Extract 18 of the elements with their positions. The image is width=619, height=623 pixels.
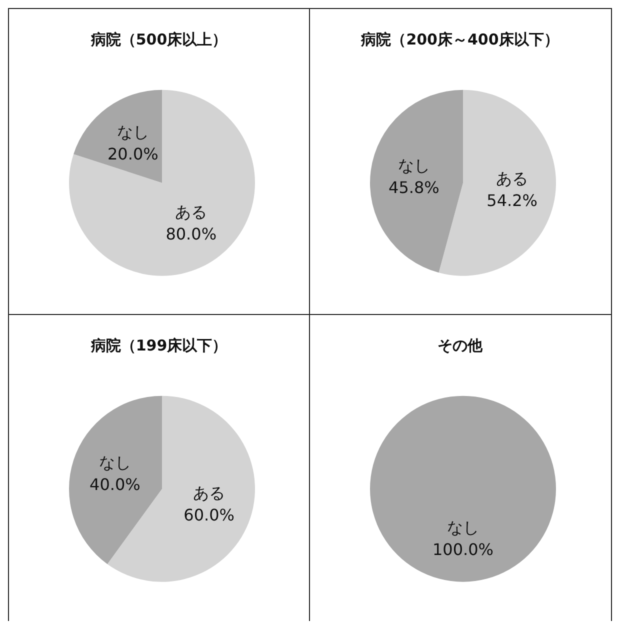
data-label: 100.0% [432,540,494,559]
data-label: 20.0% [107,144,158,164]
chart-title: 病院（500床以上） [90,30,228,48]
slice-label: ある [175,202,208,222]
chart-title: 病院（199床以下） [90,336,228,354]
data-label: 60.0% [184,506,234,525]
slice-label: ある [496,168,528,188]
data-label: 54.2% [486,190,538,210]
chart-title: その他 [438,336,484,354]
data-label: 80.0% [166,224,217,244]
slice-label: なし [98,453,131,472]
slice-label: なし [447,518,479,537]
data-label: 45.8% [388,178,440,197]
chart-title: 病院（200床～400床以下） [360,30,559,48]
data-label: 40.0% [90,475,140,494]
slice-label: なし [116,122,149,142]
slice-label: なし [398,156,430,175]
slice-label: ある [193,484,226,503]
